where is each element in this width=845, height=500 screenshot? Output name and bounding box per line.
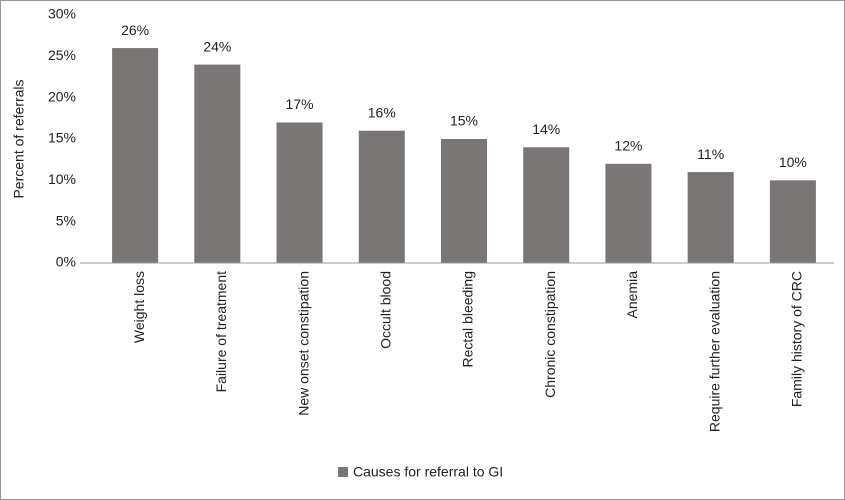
legend-label: Causes for referral to GI	[353, 464, 503, 480]
x-tick-label: Rectal bleeding	[460, 271, 476, 368]
x-tick-label: Failure of treatment	[213, 271, 229, 392]
value-label: 12%	[614, 138, 642, 154]
y-tick-label: 30%	[48, 6, 76, 22]
x-tick-label: Weight loss	[131, 271, 147, 343]
y-axis-label: Percent of referrals	[11, 79, 27, 198]
value-label: 26%	[121, 22, 149, 38]
bar	[112, 48, 159, 263]
value-label: 11%	[697, 146, 724, 162]
bar	[194, 64, 241, 263]
x-tick-label: Chronic constipation	[542, 271, 558, 398]
bar	[605, 163, 652, 263]
value-label: 14%	[532, 121, 560, 137]
x-tick-label: Require further evaluation	[706, 271, 722, 432]
bar	[358, 130, 405, 263]
value-label: 15%	[450, 113, 478, 129]
x-tick-label: Anemia	[624, 271, 640, 319]
bar	[687, 172, 734, 263]
value-label: 10%	[779, 154, 807, 170]
bar	[523, 147, 570, 263]
y-tick-label: 10%	[48, 171, 76, 187]
y-tick-label: 20%	[48, 88, 76, 104]
x-tick-label: Family history of CRC	[789, 271, 805, 407]
y-tick-label: 15%	[48, 130, 76, 146]
value-label: 17%	[286, 96, 314, 112]
x-tick-label: Occult blood	[377, 271, 393, 349]
legend-swatch	[338, 467, 348, 477]
bar	[440, 139, 488, 263]
y-tick-label: 0%	[56, 254, 76, 270]
y-tick-label: 25%	[48, 47, 76, 63]
x-tick-label: New onset constipation	[295, 271, 311, 416]
value-label: 16%	[368, 104, 396, 120]
bar	[769, 180, 816, 263]
bar	[276, 122, 323, 263]
value-label: 24%	[203, 38, 231, 54]
y-tick-label: 5%	[56, 212, 76, 228]
